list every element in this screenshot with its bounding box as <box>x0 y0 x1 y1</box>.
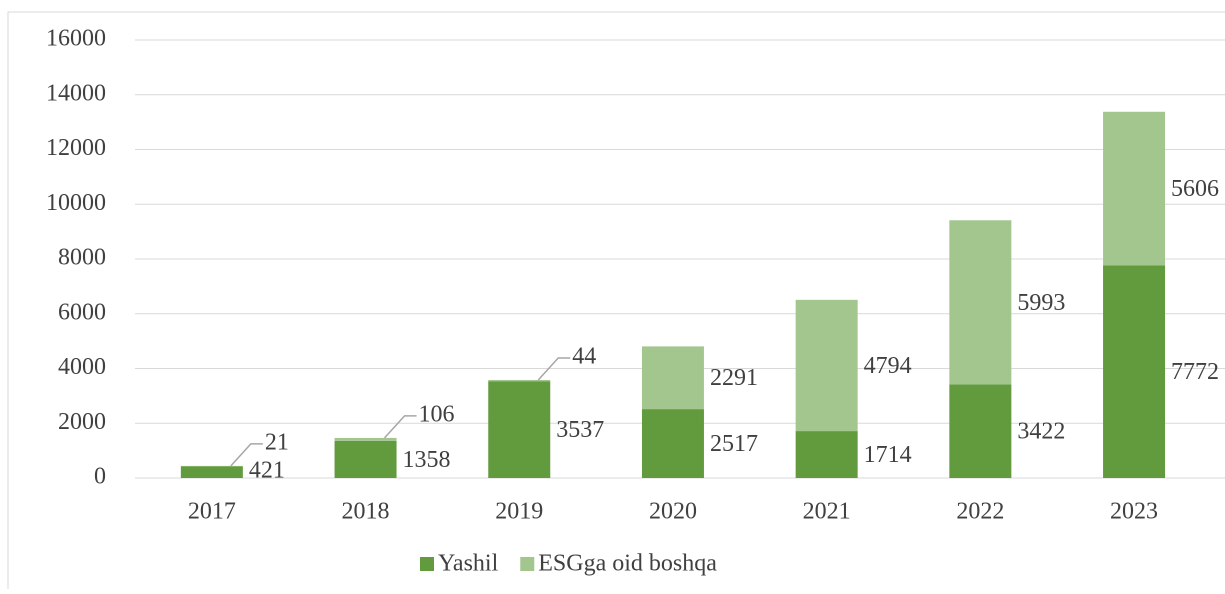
bar-segment <box>488 379 551 382</box>
y-tick-label: 16000 <box>46 26 106 52</box>
bar-segment <box>949 220 1012 385</box>
x-tick-label: 2021 <box>803 499 851 525</box>
data-label: 2291 <box>710 365 758 391</box>
data-label: 3422 <box>1017 419 1065 445</box>
bar-segment <box>795 431 858 478</box>
y-tick-label: 10000 <box>46 190 106 216</box>
legend-label: Yashil <box>438 551 499 577</box>
y-tick-label: 4000 <box>58 354 106 380</box>
x-tick-label: 2018 <box>342 499 390 525</box>
data-label: 1358 <box>403 447 451 473</box>
y-tick-label: 2000 <box>58 409 106 435</box>
y-tick-label: 0 <box>94 464 106 490</box>
bar-segment <box>180 466 243 478</box>
leader-line <box>383 415 417 439</box>
chart-frame <box>7 11 1225 589</box>
data-label: 1714 <box>864 442 912 468</box>
bar-segment <box>795 299 858 432</box>
bar-segment <box>1103 265 1166 478</box>
legend-swatch <box>420 557 434 571</box>
bar-segment <box>488 381 551 478</box>
bar-segment <box>334 437 397 441</box>
x-tick-label: 2017 <box>188 499 236 525</box>
data-label: 44 <box>572 343 596 369</box>
data-label: 3537 <box>556 417 604 443</box>
x-tick-label: 2023 <box>1110 499 1158 525</box>
y-tick-label: 12000 <box>46 135 106 161</box>
legend-swatch <box>520 557 535 571</box>
data-label: 5993 <box>1017 290 1065 316</box>
data-label: 5606 <box>1171 176 1219 202</box>
x-tick-label: 2020 <box>649 499 697 525</box>
data-label: 421 <box>249 458 285 484</box>
leader-line <box>230 443 263 467</box>
bar-segment <box>334 440 397 478</box>
data-label: 2517 <box>710 431 758 457</box>
bar-segment <box>180 465 243 467</box>
y-tick-label: 8000 <box>58 245 106 271</box>
data-label: 21 <box>265 429 289 455</box>
y-tick-label: 6000 <box>58 299 106 325</box>
legend-label: ESGga oid boshqa <box>538 551 717 577</box>
x-tick-label: 2022 <box>956 499 1004 525</box>
bar-segment <box>1103 111 1166 266</box>
data-label: 106 <box>419 401 455 427</box>
leader-line <box>537 357 571 381</box>
x-tick-label: 2019 <box>495 499 543 525</box>
bar-segment <box>949 384 1012 478</box>
y-tick-label: 14000 <box>46 80 106 106</box>
data-label: 4794 <box>864 353 912 379</box>
data-label: 7772 <box>1171 359 1219 385</box>
bar-segment <box>641 409 704 478</box>
bar-segment <box>641 346 704 410</box>
